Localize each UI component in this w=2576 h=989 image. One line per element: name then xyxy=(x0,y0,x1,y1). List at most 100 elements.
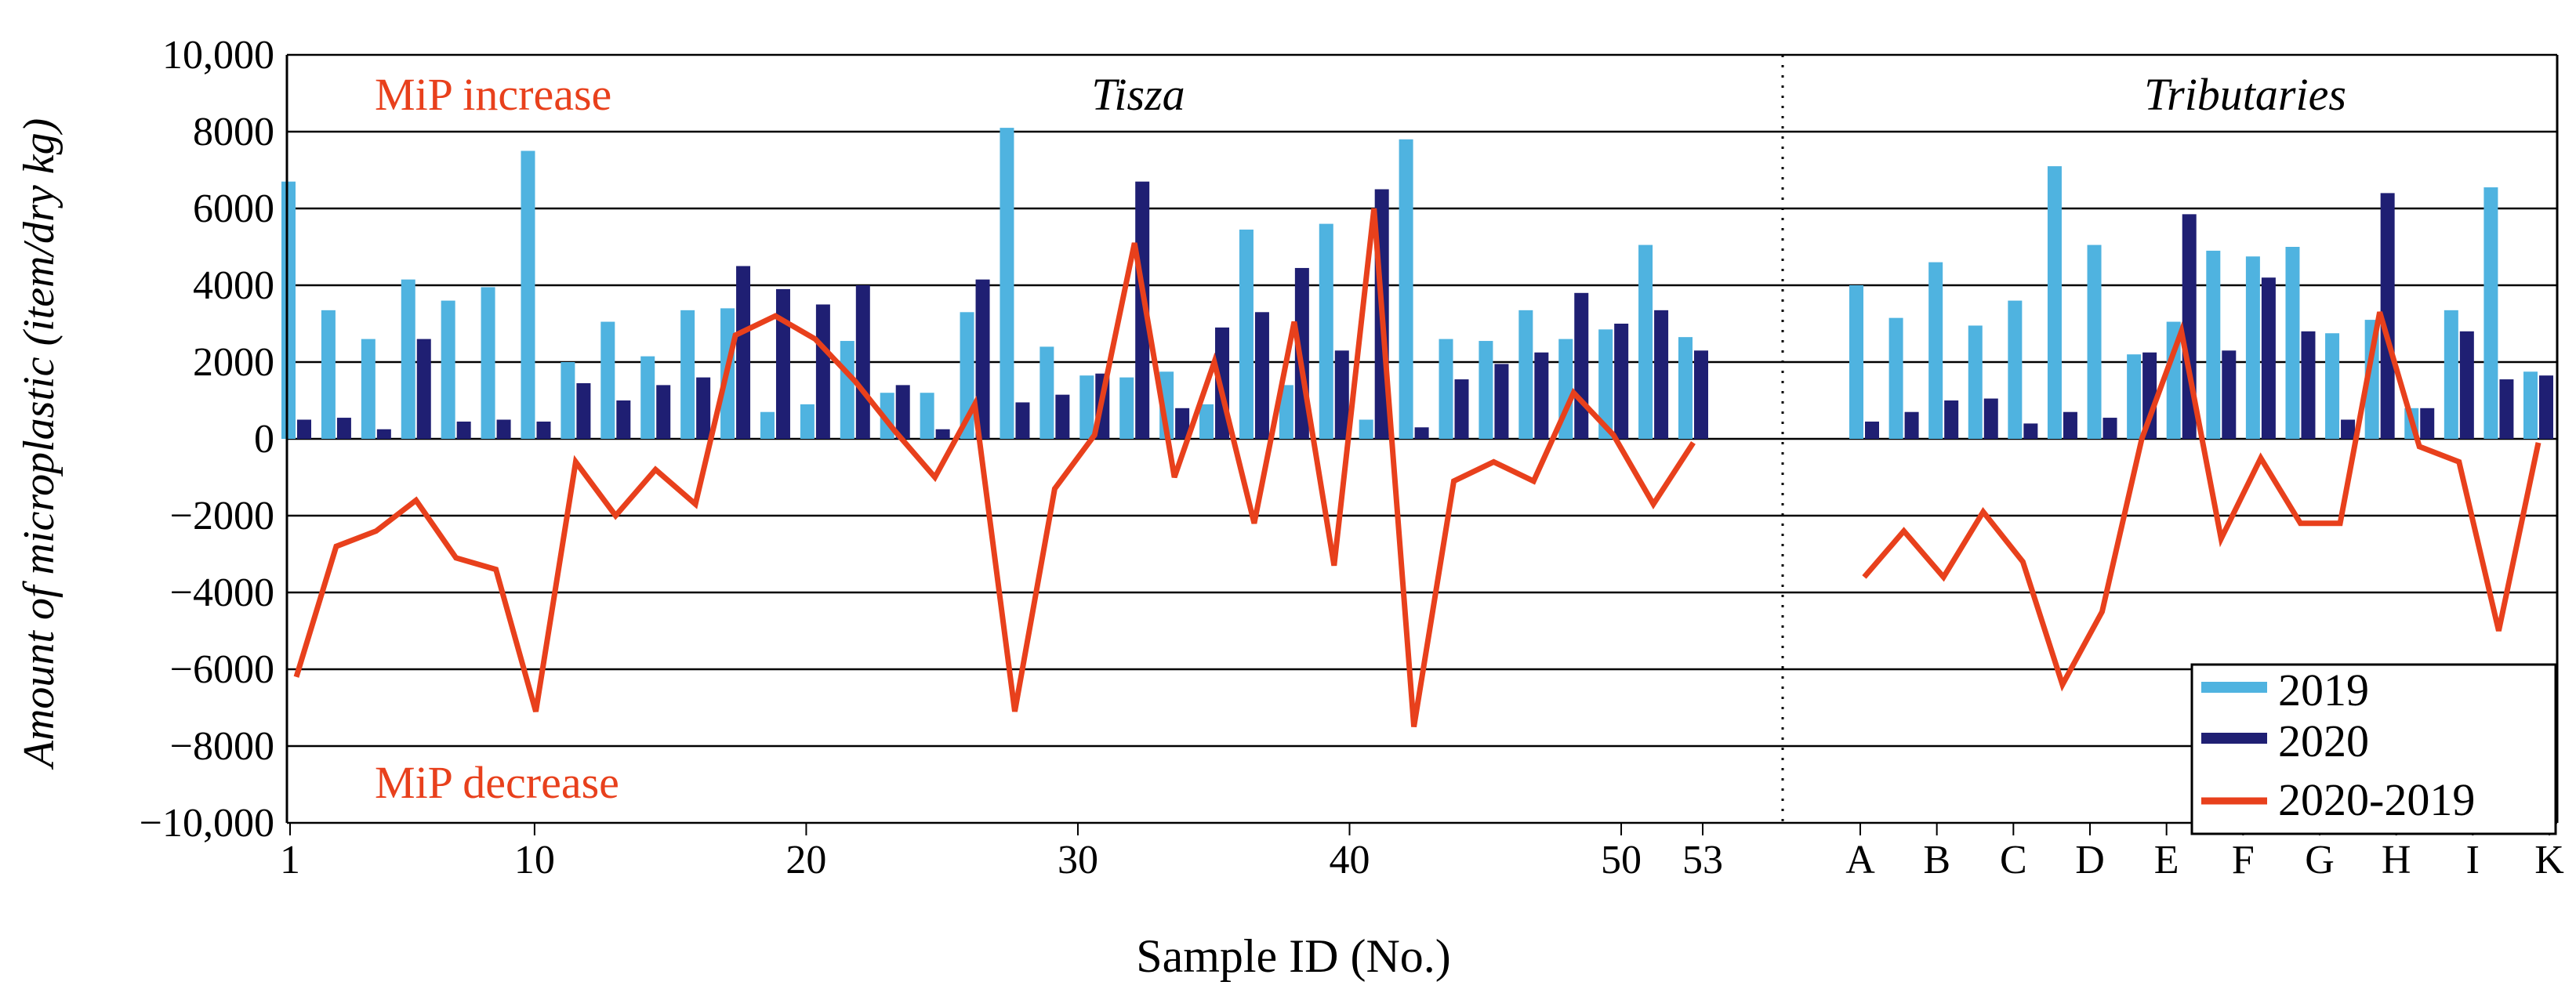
bar-2019-tributaries xyxy=(2444,310,2458,439)
bar-2019-tisza xyxy=(600,321,615,439)
bar-2020-tributaries xyxy=(2459,331,2474,439)
bar-2019-tisza xyxy=(361,339,376,439)
bar-2019-tributaries xyxy=(2087,245,2102,439)
bar-2020-tributaries xyxy=(2420,408,2435,439)
bar-2020-tisza xyxy=(895,385,910,439)
bar-2020-tisza xyxy=(297,419,311,439)
bar-2019-tisza xyxy=(840,341,854,439)
bar-2020-tisza xyxy=(376,429,391,439)
bar-2020-tisza xyxy=(1534,352,1549,439)
x-tick-label: I xyxy=(2466,838,2480,882)
bar-2020-tisza xyxy=(1494,364,1509,439)
bar-2019-tisza xyxy=(920,393,934,439)
y-tick-label: 4000 xyxy=(193,263,274,308)
bar-2019-tisza xyxy=(1319,223,1333,439)
x-tick-label: B xyxy=(1923,838,1950,882)
y-tick-label: −4000 xyxy=(170,571,274,615)
bar-2020-tributaries xyxy=(1904,411,1919,439)
x-tick-label: 50 xyxy=(1601,838,1642,882)
bar-2020-tisza xyxy=(1055,394,1070,439)
x-tick-label: 1 xyxy=(280,838,300,882)
bar-2020-tisza xyxy=(1454,379,1469,439)
bar-2020-tisza xyxy=(1015,402,1030,439)
bar-2020-tisza xyxy=(616,400,631,439)
x-tick-label: K xyxy=(2534,838,2564,882)
y-tick-label: −10,000 xyxy=(140,801,274,846)
bar-2019-tisza xyxy=(321,310,336,439)
y-tick-label: 10,000 xyxy=(162,33,274,78)
bar-2019-tisza xyxy=(1598,329,1613,439)
bar-2020-tributaries xyxy=(2341,419,2356,439)
legend: 2019 2020 2020-2019 xyxy=(2190,663,2557,835)
bar-2020-tributaries xyxy=(2539,375,2553,439)
bar-2019-tisza xyxy=(640,356,655,439)
bar-2019-tisza xyxy=(1518,310,1533,439)
x-tick-label: 40 xyxy=(1330,838,1370,882)
x-tick-label: 30 xyxy=(1058,838,1098,882)
bar-2019-tisza xyxy=(1399,139,1413,440)
bar-2020-tributaries xyxy=(2023,423,2038,439)
bar-2019-tisza xyxy=(680,310,695,439)
legend-swatch-2020 xyxy=(2201,733,2267,744)
bar-2019-tributaries xyxy=(2523,371,2538,439)
bar-2019-tisza xyxy=(281,181,296,439)
bar-2020-tributaries xyxy=(1865,421,1879,439)
bar-2020-tisza xyxy=(496,419,511,439)
x-tick-label: E xyxy=(2154,838,2179,882)
bar-2019-tributaries xyxy=(2008,300,2023,439)
bar-2020-tisza xyxy=(1694,350,1708,439)
bar-2019-tisza xyxy=(481,287,495,439)
x-tick-label: F xyxy=(2232,838,2255,882)
y-tick-label: 2000 xyxy=(193,340,274,385)
y-tick-label: −6000 xyxy=(170,647,274,692)
bar-2020-tisza xyxy=(416,339,431,439)
bar-2020-tributaries xyxy=(1983,398,1998,439)
y-tick-label: −8000 xyxy=(170,724,274,769)
bar-2019-tributaries xyxy=(2483,187,2498,440)
y-tick-label: 0 xyxy=(254,417,274,462)
bar-2020-tisza xyxy=(736,266,751,439)
bar-2019-tisza xyxy=(1359,419,1373,439)
x-axis-title: Sample ID (No.) xyxy=(1136,930,1451,982)
bar-2020-tisza xyxy=(775,288,790,439)
line-series xyxy=(293,208,2542,728)
bar-2020-tisza xyxy=(1574,292,1589,439)
bar-2019-tisza xyxy=(521,150,535,439)
bar-2019-tisza xyxy=(760,411,775,439)
bar-2019-tisza xyxy=(1119,377,1134,439)
diff-line-tisza xyxy=(293,208,1696,728)
bar-2020-tributaries xyxy=(1944,400,1959,439)
x-tick-label: H xyxy=(2382,838,2411,882)
bar-series xyxy=(281,128,2553,440)
legend-label-2019: 2019 xyxy=(2278,665,2369,715)
bar-2019-tisza xyxy=(401,279,415,439)
bar-2020-tisza xyxy=(336,418,351,439)
bar-2020-tisza xyxy=(975,279,990,439)
bar-2020-tisza xyxy=(1614,324,1629,439)
bar-2019-tributaries xyxy=(1928,262,1943,439)
bar-2019-tisza xyxy=(1439,339,1453,439)
bar-2020-tributaries xyxy=(2380,193,2395,439)
bar-2020-tributaries xyxy=(2063,411,2077,439)
x-tick-labels: 1 10 20 30 40 50 53 A B C D E F G H I K xyxy=(280,823,2564,882)
bar-2020-tisza xyxy=(855,285,870,439)
bar-2020-tisza xyxy=(1175,408,1190,439)
bar-2019-tributaries xyxy=(2047,166,2062,439)
bar-2020-tributaries xyxy=(2222,350,2237,439)
annotation-decrease: MiP decrease xyxy=(375,757,619,808)
bar-2020-tisza xyxy=(536,421,551,439)
bar-2020-tisza xyxy=(576,382,591,439)
bar-2019-tributaries xyxy=(2127,354,2142,439)
bar-2019-tisza xyxy=(561,362,575,439)
legend-swatch-2019 xyxy=(2201,682,2267,693)
x-tick-label: 20 xyxy=(785,838,826,882)
legend-label-diff: 2020-2019 xyxy=(2278,774,2475,825)
x-tick-label: A xyxy=(1845,838,1875,882)
bar-2019-tributaries xyxy=(2285,247,2300,439)
x-tick-label: G xyxy=(2305,838,2335,882)
bar-2019-tributaries xyxy=(1888,317,1903,439)
bar-2020-tisza xyxy=(1254,312,1269,439)
bar-2019-tributaries xyxy=(2245,256,2260,439)
bar-2020-tributaries xyxy=(2261,277,2276,439)
